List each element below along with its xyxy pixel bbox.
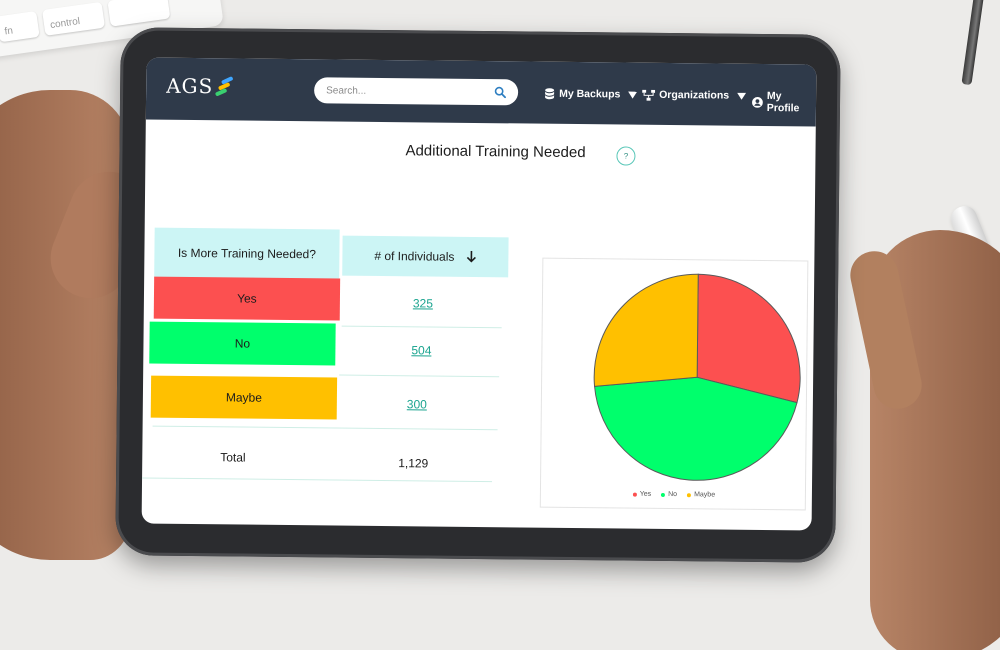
row-value-maybe-link[interactable]: 300 [406,397,427,412]
keyboard-key [107,0,171,27]
legend-item-maybe: Maybe [687,491,715,498]
legend-item-no: No [661,491,677,498]
tablet-screen: AGS My Back [141,57,817,531]
nav-my-profile[interactable]: My Profile [752,90,816,115]
row-divider [341,325,502,329]
sort-descending-icon[interactable] [466,250,476,263]
row-label-yes: Yes [153,276,341,321]
organization-icon [642,89,656,101]
left-hand [0,90,130,560]
database-icon [545,88,555,100]
search-icon[interactable] [494,86,506,99]
help-icon[interactable]: ? [616,146,636,166]
row-divider [339,374,500,378]
pie-chart-panel: Yes No Maybe [539,257,809,511]
row-value-no-link[interactable]: 504 [411,343,432,358]
row-divider [152,425,498,431]
row-label-no: No [149,321,336,366]
nav-my-backups-label: My Backups [559,87,621,101]
legend-dot-no [661,492,666,497]
nav-my-backups[interactable]: My Backups [544,87,638,101]
pie-slice-yes[interactable] [696,273,801,404]
nav-organizations[interactable]: Organizations [642,88,747,102]
top-navbar: AGS My Back [145,57,817,127]
nav-my-profile-label: My Profile [766,90,800,115]
pie-slice-maybe[interactable] [593,273,699,387]
nav-organizations-label: Organizations [659,88,730,102]
user-icon [752,96,763,108]
logo[interactable]: AGS [166,74,235,99]
search-input[interactable] [326,84,495,98]
page-title: Additional Training Needed [405,142,586,162]
row-value-yes-link[interactable]: 325 [412,296,434,311]
chart-legend: Yes No Maybe [541,490,807,500]
column-header-category: Is More Training Needed? [154,227,340,280]
pie-chart [593,273,801,481]
legend-dot-maybe [687,492,692,497]
keyboard-key-fn: fn [0,10,40,43]
legend-dot-yes [632,492,637,497]
legend-item-yes: Yes [632,490,652,498]
keyboard-key-control: control [42,1,106,36]
total-label: Total [220,450,246,465]
pie-slice-no[interactable] [594,376,798,481]
column-header-count[interactable]: # of Individuals [342,235,509,278]
row-label-maybe: Maybe [150,375,338,420]
total-value: 1,129 [398,456,429,471]
search-bar [313,77,519,106]
column-header-count-label: # of Individuals [374,248,455,264]
pen [961,0,985,86]
legend-label-maybe: Maybe [694,491,716,499]
row-divider [142,477,493,483]
caret-down-icon [628,91,638,99]
tablet: AGS My Back [115,27,841,563]
legend-label-yes: Yes [639,490,652,498]
legend-label-no: No [668,491,678,499]
logo-text: AGS [166,73,214,99]
logo-mark-icon [214,76,235,97]
caret-down-icon [737,92,747,100]
